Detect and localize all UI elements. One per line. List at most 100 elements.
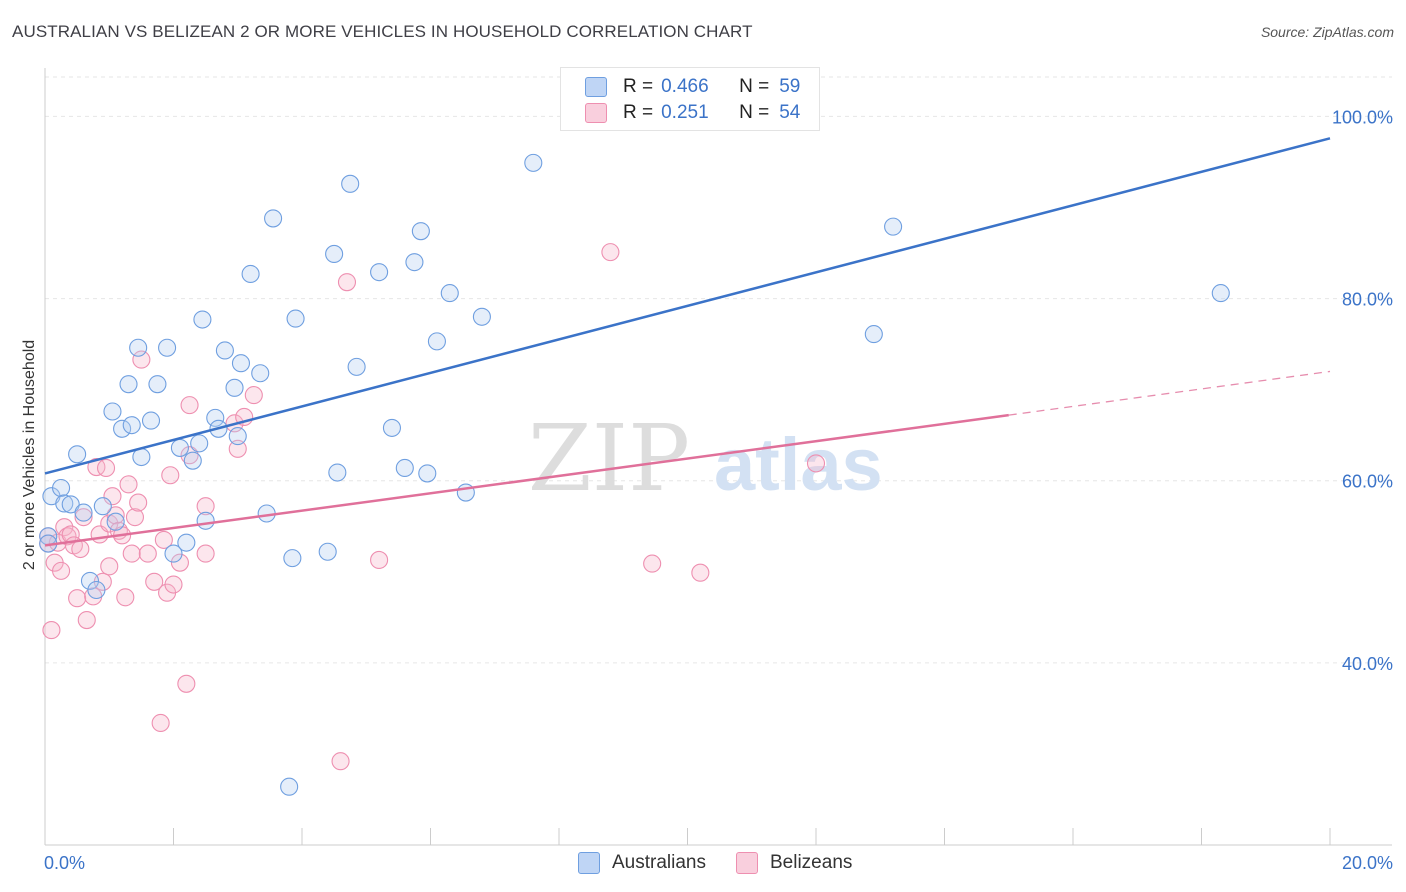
belizean-point [228,439,247,458]
australian-point [87,580,106,600]
belizeans-trend-extension [1008,370,1331,416]
belizean-point [244,386,263,405]
australian-point [158,338,177,357]
australian-point [231,354,251,373]
tick-labels: 40.0% 60.0% 80.0% 100.0% 0.0% 20.0% [44,107,1393,873]
australian-point [148,375,167,394]
r-value: 0.466 [661,76,709,97]
australian-point [68,445,87,464]
belizean-point [119,475,138,494]
belizean-point [138,544,157,563]
australian-point [190,434,209,453]
australian-point [318,542,337,561]
belizean-point [74,508,93,527]
australian-point [183,451,202,470]
belizean-point [106,506,125,525]
belizean-point [125,508,144,527]
n-label: N = [739,102,770,123]
australian-point [225,378,244,397]
australian-point [80,571,100,590]
belizean-point [77,611,96,630]
australian-point [228,427,247,446]
australian-point [884,217,903,236]
belizean-point [52,561,71,580]
australian-point [524,153,543,172]
australian-point [370,263,389,282]
belizean-point [180,396,199,415]
australian-point [427,332,446,351]
australian-point [418,464,437,483]
australian-point [141,411,161,430]
australian-point [170,438,189,457]
australian-point [215,341,234,360]
n-label: N = [739,76,770,97]
legend-row-belizeans: R = 0.251 N = 54 [585,101,800,125]
r-label: R = [623,102,654,123]
n-value: 59 [779,76,801,97]
australian-point [129,338,148,357]
australian-point [280,777,299,796]
australian-point [411,222,430,241]
belizean-point [161,466,180,485]
australian-point [196,511,215,530]
belizean-point [96,458,116,478]
australian-point [251,364,270,383]
belizean-point [601,243,620,262]
australian-point [74,503,93,522]
australian-point [103,402,122,421]
australian-point [93,497,112,516]
belizean-point [331,752,350,771]
australian-point [61,495,80,514]
australian-point [55,494,74,513]
belizean-point [145,572,164,591]
belizean-point [180,446,199,465]
belizean-point [806,454,826,473]
y-tick-label: 40.0% [1342,654,1393,674]
australian-point [206,408,225,427]
belizean-point [337,273,357,292]
trend-lines [44,137,1331,547]
belizeans-trend-line [44,413,1009,547]
australian-point [264,209,283,228]
australians-points [39,153,1230,796]
australian-point [328,463,347,482]
n-value: 54 [779,102,801,123]
australian-point [382,418,402,437]
belizean-point [103,487,122,506]
belizean-point [196,544,215,563]
australian-point [193,310,212,329]
australians-legend-swatch [578,852,600,874]
belizean-point [164,575,183,594]
belizean-point [87,458,106,477]
australians-legend-label: Australians [612,852,706,873]
belizeans-legend-label: Belizeans [770,852,853,873]
australian-point [405,253,424,272]
belizean-point [42,621,61,640]
belizeans-legend-swatch [736,852,758,874]
belizeans-points [39,243,826,771]
legend-australians[interactable]: Australians [578,852,706,874]
r-label: R = [623,76,654,97]
belizean-point [116,588,135,607]
belizean-point [691,563,710,582]
legend-belizeans[interactable]: Belizeans [736,852,852,874]
y-tick-label: 100.0% [1332,107,1393,127]
australian-point [472,307,491,326]
australian-point [283,549,302,568]
belizean-point [643,554,662,573]
australian-point [119,375,138,394]
axes [44,68,1392,846]
belizean-point [132,350,151,369]
australians-swatch [585,77,607,97]
australian-point [325,244,344,263]
australian-point [864,325,883,344]
belizean-point [170,553,189,572]
australians-trend-line [44,137,1331,475]
australian-point [286,309,305,328]
belizean-point [122,544,141,563]
source-label: Source: ZipAtlas.com [1260,24,1394,40]
correlation-legend: R = 0.466 N = 59 R = 0.251 N = 54 [560,67,820,131]
x-tick-label: 0.0% [44,853,85,873]
x-tick-label: 20.0% [1342,853,1393,873]
